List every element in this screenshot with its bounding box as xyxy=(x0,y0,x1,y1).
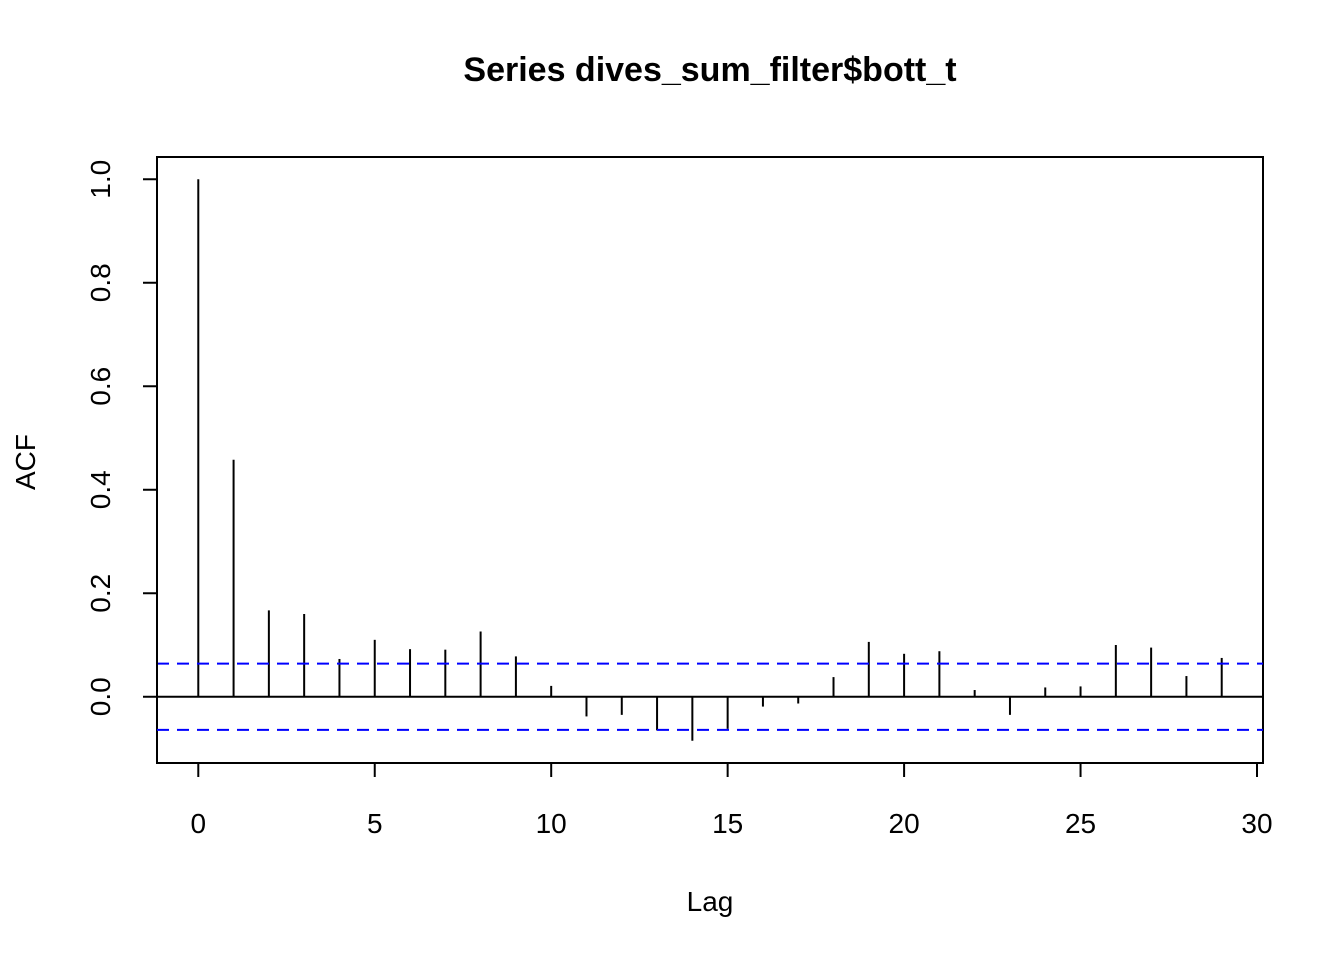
y-tick-label: 0.0 xyxy=(85,677,116,716)
y-tick-label: 0.8 xyxy=(85,263,116,302)
x-axis-label: Lag xyxy=(687,886,734,917)
y-tick-label: 1.0 xyxy=(85,160,116,199)
y-axis-label: ACF xyxy=(10,434,41,490)
x-tick-label: 5 xyxy=(367,808,383,839)
x-tick-label: 20 xyxy=(889,808,920,839)
x-tick-label: 25 xyxy=(1065,808,1096,839)
plot-frame xyxy=(156,156,1264,764)
y-tick-label: 0.6 xyxy=(85,367,116,406)
x-tick-label: 15 xyxy=(712,808,743,839)
acf-bars xyxy=(197,179,1223,741)
chart-title: Series dives_sum_filter$bott_t xyxy=(463,51,956,89)
x-axis: 0 5 10 15 20 25 30 xyxy=(191,762,1273,839)
x-tick-label: 30 xyxy=(1241,808,1272,839)
y-axis: 0.0 0.2 0.4 0.6 0.8 1.0 xyxy=(85,160,158,716)
y-tick-label: 0.2 xyxy=(85,574,116,613)
x-tick-label: 0 xyxy=(191,808,207,839)
y-tick-label: 0.4 xyxy=(85,470,116,509)
x-tick-label: 10 xyxy=(536,808,567,839)
